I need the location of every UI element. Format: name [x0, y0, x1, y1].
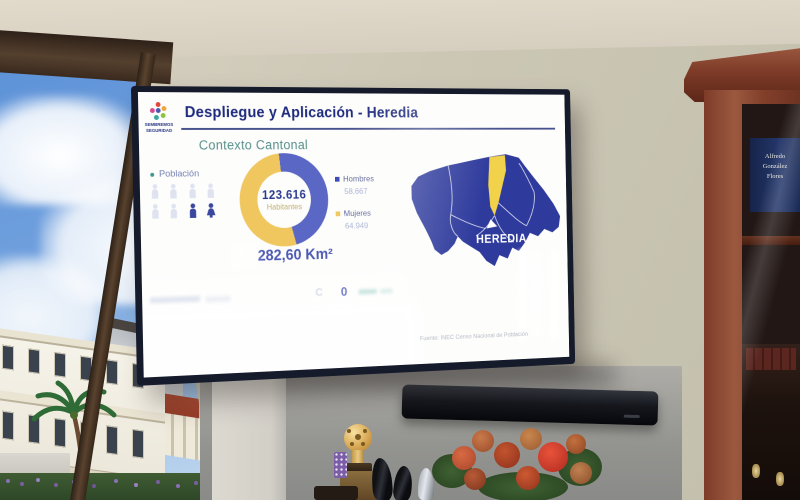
book-author-line: Alfredo — [750, 152, 800, 162]
painted-bushes — [0, 473, 215, 500]
medal-ribbon — [334, 452, 347, 478]
bookcase-shelf — [742, 236, 800, 245]
tv-screen: SEMBREMOS SEGURIDAD Despliegue y Aplicac… — [138, 92, 569, 378]
door-frame — [212, 372, 286, 500]
shelf-items — [314, 486, 358, 500]
screen-sheen — [138, 92, 569, 378]
soccer-trophy-ball — [344, 424, 372, 452]
trophy-stem — [352, 450, 364, 464]
book-spine: Alfredo González Flores — [750, 138, 800, 212]
tv: SEMBREMOS SEGURIDAD Despliegue y Aplicac… — [131, 86, 575, 386]
painted-flowers — [6, 479, 10, 483]
room-photo: Alfredo González Flores — [0, 0, 800, 500]
book-author-line: González — [750, 162, 800, 172]
book-author-line: Flores — [750, 172, 800, 182]
red-book-row — [744, 246, 800, 340]
bookcase-glass-door: Alfredo González Flores — [742, 104, 800, 500]
soundbar — [402, 384, 659, 425]
bookcase-lower-shelf — [742, 344, 800, 500]
flower-bouquet — [438, 428, 598, 500]
